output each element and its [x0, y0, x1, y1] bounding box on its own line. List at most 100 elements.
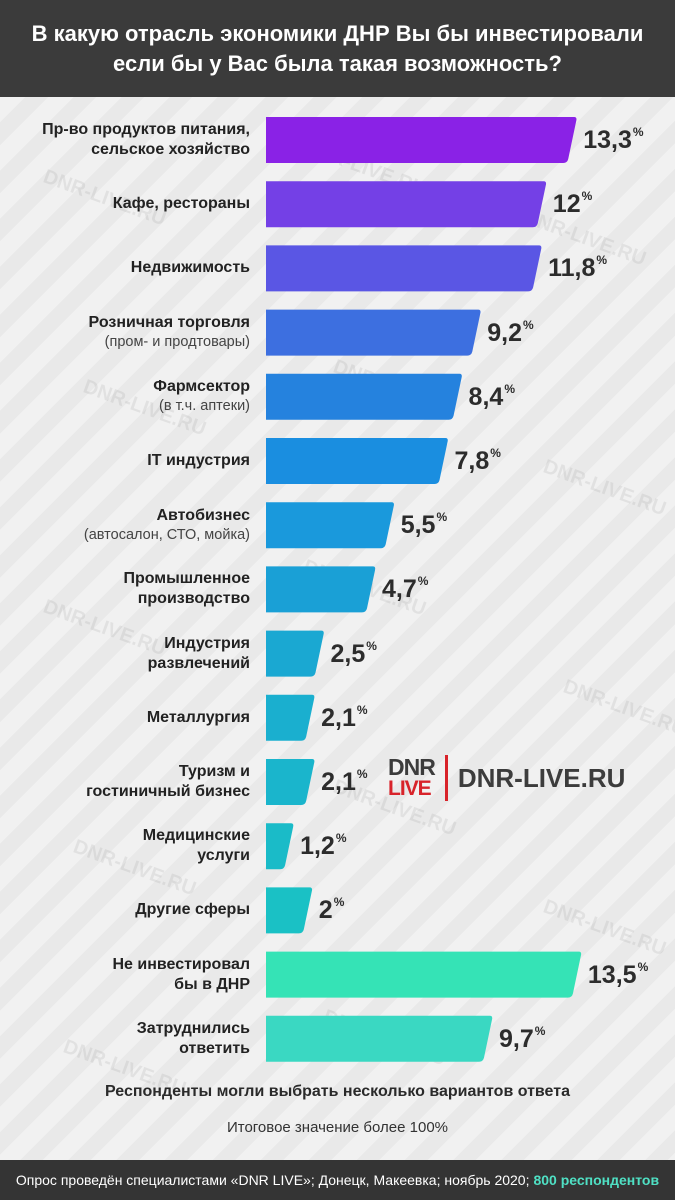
value-label: 2,1%	[321, 703, 367, 733]
value-number: 5,5	[400, 511, 436, 540]
category-label: Недвижимость	[20, 245, 250, 291]
logo-mark: DNR LIVE	[388, 754, 436, 800]
title-line-1: В какую отрасль экономики ДНР Вы бы инве…	[31, 20, 644, 46]
value-unit: %	[417, 574, 429, 589]
bar	[266, 438, 448, 484]
value-number: 12	[552, 190, 581, 219]
value-number: 13,3	[583, 126, 632, 154]
category-label-line2: гостиничный бизнес	[86, 783, 250, 800]
category-label: Затруднились ответить	[20, 1016, 250, 1062]
category-label-line1: Другие сферы	[135, 901, 250, 919]
value-number: 8,4	[468, 382, 504, 411]
category-label-line1: Не инвестировал	[112, 955, 250, 973]
category-label-line1: Индустрия	[164, 634, 250, 652]
footer-respondents: 800 респондентов	[533, 1172, 660, 1188]
bar	[266, 1015, 493, 1062]
category-label: Не инвестировал бы в ДНР	[20, 952, 250, 998]
category-label-line1: Промышленное	[123, 570, 250, 588]
bar	[266, 887, 313, 934]
value-number: 13,5	[587, 960, 637, 989]
bar	[266, 117, 577, 163]
category-label: IT индустрия	[20, 438, 250, 484]
category-label-line1: Недвижимость	[130, 259, 250, 277]
value-unit: %	[632, 125, 644, 139]
category-label: Индустрия развлечений	[20, 631, 250, 677]
category-label-line1: Кафе, рестораны	[112, 195, 250, 213]
bar	[266, 630, 324, 677]
value-unit: %	[596, 253, 608, 268]
category-label-line2: сельское хозяйство	[91, 141, 250, 158]
value-unit: %	[366, 638, 377, 653]
category-label-line2: (пром- и продтовары)	[104, 334, 250, 351]
value-unit: %	[436, 510, 448, 525]
value-number: 9,2	[487, 318, 523, 347]
value-unit: %	[581, 189, 593, 204]
bar	[266, 823, 294, 870]
category-label: Медицинские услуги	[20, 823, 250, 869]
value-number: 2,1	[321, 703, 356, 732]
category-label-line2: ответить	[179, 1039, 250, 1057]
value-label: 9,2%	[487, 318, 533, 348]
category-label-line2: развлечений	[147, 654, 250, 672]
value-unit: %	[356, 767, 368, 781]
value-label: 11,8%	[548, 253, 607, 283]
category-label-line1: Медицинские	[142, 827, 250, 845]
value-label: 9,7%	[499, 1024, 545, 1054]
category-label-line1: Розничная торговля	[88, 314, 250, 332]
bar	[266, 566, 376, 613]
logo-mark-bottom: LIVE	[388, 777, 432, 800]
value-unit: %	[504, 381, 515, 396]
bar	[266, 309, 481, 356]
category-label-line2: бы в ДНР	[174, 975, 250, 993]
category-label: Автобизнес (автосалон, СТО, мойка)	[20, 502, 250, 548]
value-unit: %	[534, 1023, 546, 1038]
value-label: 13,3%	[583, 125, 643, 155]
value-unit: %	[523, 317, 534, 332]
category-label-line2: услуги	[197, 847, 250, 865]
category-label-line1: Фармсектор	[153, 378, 250, 396]
value-label: 5,5%	[401, 510, 447, 540]
category-label-line1: Металлургия	[146, 708, 250, 726]
category-label-line2: (автосалон, СТО, мойка)	[83, 526, 250, 543]
value-label: 12%	[553, 189, 592, 219]
logo-mark-top: DNR	[388, 754, 436, 780]
category-label: Фармсектор (в т.ч. аптеки)	[20, 374, 250, 420]
value-label: 2,5%	[331, 639, 377, 669]
value-label: 8,4%	[469, 382, 515, 412]
category-label: Промышленное производство	[20, 566, 250, 612]
category-label: Металлургия	[20, 695, 250, 741]
bar	[266, 373, 462, 420]
footer: Опрос проведён специалистами «DNR LIVE»;…	[0, 1160, 675, 1200]
category-label: Кафе, рестораны	[20, 181, 250, 227]
logo-site-name: DNR-LIVE.RU	[457, 762, 626, 793]
value-label: 1,2%	[300, 831, 346, 861]
value-label: 4,7%	[382, 574, 428, 604]
value-unit: %	[356, 702, 368, 717]
value-label: 7,8%	[455, 446, 501, 476]
footer-text: Опрос проведён специалистами «DNR LIVE»;…	[15, 1172, 530, 1188]
category-label-line1: Пр-во продуктов питания,	[42, 121, 250, 138]
category-label: Пр-во продуктов питания, сельское хозяйст…	[20, 117, 250, 163]
bar	[266, 245, 542, 292]
category-label-line2: производство	[137, 590, 250, 608]
bar	[266, 181, 547, 228]
bar	[266, 502, 394, 549]
value-unit: %	[490, 446, 501, 460]
bar-chart	[266, 117, 582, 1062]
value-number: 11,8	[548, 254, 596, 283]
brand-logo: DNR LIVE DNR-LIVE.RU	[388, 753, 625, 803]
category-label-line2: (в т.ч. аптеки)	[159, 398, 250, 415]
value-number: 4,7	[381, 575, 417, 604]
bar	[266, 759, 315, 805]
value-number: 9,7	[498, 1024, 534, 1053]
header: В какую отрасль экономики ДНР Вы бы инве…	[0, 0, 675, 97]
value-number: 1,2	[300, 832, 335, 861]
chart-area: DNR-LIVE.RU DNR-LIVE.RU DNR-LIVE.RU DNR-LIV…	[0, 97, 675, 1160]
value-number: 7,8	[454, 447, 490, 475]
value-label: 2,1%	[321, 767, 367, 797]
logo-divider	[444, 755, 448, 801]
title-line-2: если бы у Вас была такая возможность?	[113, 50, 562, 76]
value-unit: %	[335, 831, 347, 846]
note-total-over-100: Итоговое значение более 100%	[226, 1119, 449, 1136]
value-number: 2,5	[330, 639, 366, 668]
